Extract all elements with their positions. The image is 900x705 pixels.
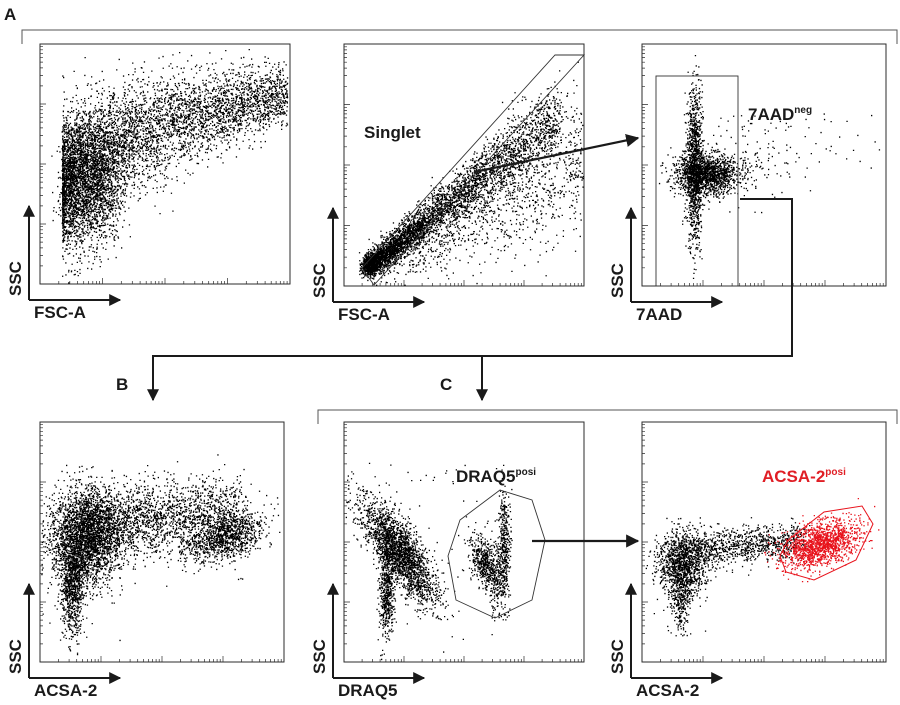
x-axis-label: 7AAD xyxy=(636,305,682,324)
y-axis-label: SSC xyxy=(310,263,329,298)
7aad-neg-gate xyxy=(655,75,739,287)
arrow-7aad-to-b xyxy=(147,198,793,402)
panel-letter-a: A xyxy=(4,5,16,24)
acsa2-pos-gate xyxy=(779,505,874,581)
acsa2-gate-label: ACSA-2posi xyxy=(762,467,846,486)
axis-ticks xyxy=(343,46,582,287)
arrow-singlet-to-7aad xyxy=(473,133,640,174)
panel-letter-c: C xyxy=(440,375,452,394)
plot-viability: 7AAD SSC xyxy=(608,43,887,324)
plot-acsa-ungated: ACSA-2 SSC xyxy=(6,421,285,700)
y-axis-label: SSC xyxy=(608,639,627,674)
plot-acsa-gated: ACSA-2 SSC xyxy=(608,421,887,700)
draq5-gate-label: DRAQ5posi xyxy=(456,467,536,486)
event-dots xyxy=(345,462,513,661)
event-dots xyxy=(358,61,584,286)
y-axis-label: SSC xyxy=(6,261,25,296)
draq5-pos-gate xyxy=(447,489,546,619)
singlet-gate xyxy=(361,54,586,286)
x-axis-label: ACSA-2 xyxy=(34,681,97,700)
plot-draq5: DRAQ5 SSC xyxy=(310,421,585,700)
axis-ticks xyxy=(39,46,288,285)
plot-frame xyxy=(641,43,887,287)
y-axis-label: SSC xyxy=(608,263,627,298)
axis-ticks xyxy=(641,424,884,663)
x-axis-label: FSC-A xyxy=(34,303,86,322)
event-dots xyxy=(658,55,881,279)
axis-ticks xyxy=(641,46,884,287)
axis-ticks xyxy=(343,424,582,663)
plot-fsc-ssc: FSC-A SSC xyxy=(6,43,291,322)
axis-ticks xyxy=(39,424,282,663)
7aad-gate-label: 7AADneg xyxy=(748,105,812,124)
x-axis-label: ACSA-2 xyxy=(636,681,699,700)
bracket-a xyxy=(21,29,898,44)
event-dots xyxy=(51,49,289,284)
y-axis-label: SSC xyxy=(310,639,329,674)
y-axis-label: SSC xyxy=(6,639,25,674)
panel-letter-b: B xyxy=(116,375,128,394)
bracket-c xyxy=(317,409,898,424)
event-dots xyxy=(764,498,880,583)
x-axis-label: FSC-A xyxy=(338,305,390,324)
x-axis-label: DRAQ5 xyxy=(338,681,398,700)
plot-singlet: FSC-A SSC xyxy=(310,43,585,324)
event-dots xyxy=(645,517,816,637)
event-dots xyxy=(41,454,281,656)
singlet-gate-label: Singlet xyxy=(364,123,421,142)
